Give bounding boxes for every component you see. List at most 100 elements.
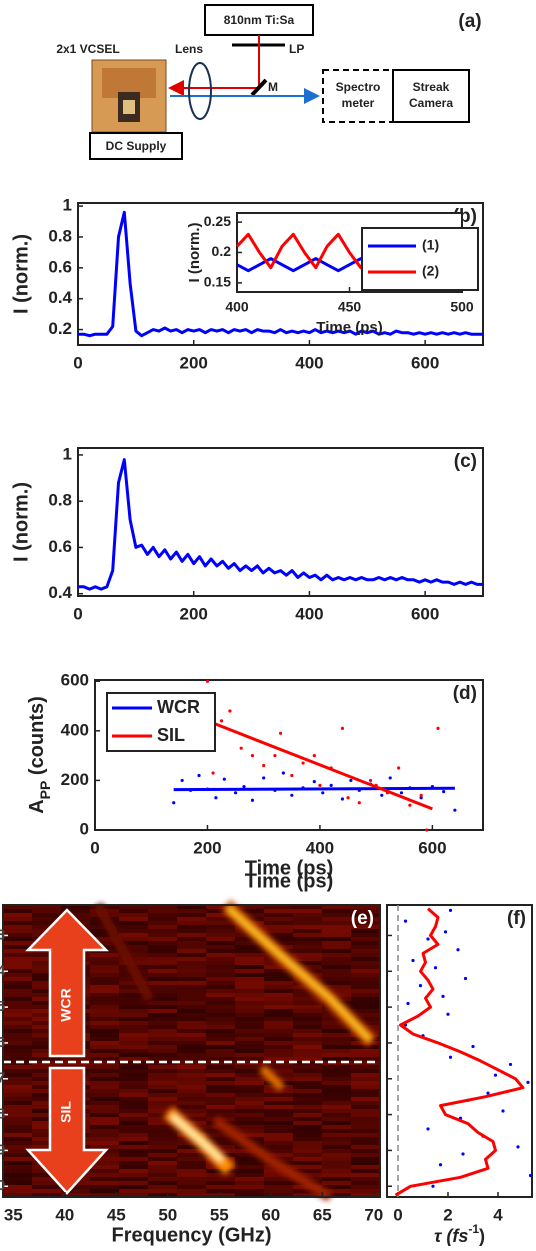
heatmap-cell bbox=[61, 1193, 90, 1197]
point bbox=[197, 773, 201, 778]
heatmap-cell bbox=[322, 1113, 351, 1117]
heatmap-cell bbox=[293, 945, 322, 949]
panel-label: (a) bbox=[458, 11, 481, 32]
heatmap-cell bbox=[119, 1013, 148, 1017]
heatmap-cell bbox=[293, 1113, 322, 1117]
heatmap-cell bbox=[351, 1061, 380, 1065]
heatmap-cell bbox=[119, 949, 148, 953]
heatmap-cell bbox=[206, 1013, 235, 1017]
heatmap-cell bbox=[32, 961, 61, 965]
heatmap-cell bbox=[293, 1005, 322, 1009]
heatmap-cell bbox=[148, 1157, 177, 1161]
heatmap-cell bbox=[119, 953, 148, 957]
point bbox=[426, 1127, 430, 1131]
heatmap-cell bbox=[351, 989, 380, 993]
heatmap-cell bbox=[90, 1165, 119, 1169]
point bbox=[433, 966, 438, 970]
heatmap-cell bbox=[293, 1093, 322, 1097]
heatmap-cell bbox=[322, 1041, 351, 1045]
heatmap-cell bbox=[148, 977, 177, 981]
heatmap-cell bbox=[32, 1077, 61, 1081]
heatmap-cell bbox=[235, 1177, 264, 1181]
heatmap-cell bbox=[206, 1137, 235, 1141]
sil-arrow bbox=[25, 1066, 109, 1195]
heatmap-cell bbox=[119, 1021, 148, 1025]
heatmap-cell bbox=[3, 941, 32, 945]
heatmap-cell bbox=[90, 1153, 119, 1157]
heatmap-cell bbox=[90, 1069, 119, 1073]
heatmap-cell bbox=[206, 1069, 235, 1073]
x-tick-label: 400 bbox=[295, 604, 323, 623]
x-tick-label: 60 bbox=[261, 1205, 280, 1224]
heatmap-cell bbox=[90, 1133, 119, 1137]
heatmap-cell bbox=[148, 1129, 177, 1133]
heatmap-cell bbox=[351, 1081, 380, 1085]
vcsel-aperture bbox=[123, 100, 135, 114]
heatmap-cell bbox=[32, 1105, 61, 1109]
heatmap-cell bbox=[119, 945, 148, 949]
point bbox=[528, 1173, 533, 1178]
y-tick-label: 200 bbox=[61, 770, 89, 789]
heatmap-cell bbox=[90, 1105, 119, 1109]
heatmap-cell bbox=[206, 949, 235, 953]
heatmap-cell bbox=[351, 1129, 380, 1133]
heatmap-cell bbox=[3, 977, 32, 981]
heatmap-cell bbox=[206, 957, 235, 961]
heatmap-cell bbox=[235, 957, 264, 961]
heatmap-cell bbox=[148, 1057, 177, 1061]
heatmap-cell bbox=[235, 941, 264, 945]
heatmap-cell bbox=[32, 977, 61, 981]
heatmap-cell bbox=[148, 1193, 177, 1197]
heatmap-cell bbox=[322, 985, 351, 989]
heatmap-cell bbox=[206, 1193, 235, 1197]
heatmap-cell bbox=[3, 913, 32, 917]
heatmap-cell bbox=[177, 969, 206, 973]
heatmap-cell bbox=[3, 1077, 32, 1081]
x-axis-label: τ (fs-1) bbox=[434, 1222, 485, 1246]
panel-label: (e) bbox=[351, 908, 374, 929]
x-axis-label: Time (ps) bbox=[245, 870, 334, 892]
heatmap-cell bbox=[90, 1137, 119, 1141]
camera-box bbox=[392, 69, 470, 123]
y-axis-label-part: PP bbox=[37, 781, 53, 800]
heatmap-cell bbox=[351, 1157, 380, 1161]
y-tick-label: 0 bbox=[80, 819, 89, 838]
heatmap-cell bbox=[351, 1009, 380, 1013]
heatmap-cell bbox=[206, 985, 235, 989]
heatmap-cell bbox=[90, 973, 119, 977]
setup-diagram: 810nm Ti:Sa (a) LP M Lens 2x1 VCSEL DC S… bbox=[56, 4, 482, 160]
heatmap-cell bbox=[148, 949, 177, 953]
mirror bbox=[250, 78, 268, 97]
heatmap-cell bbox=[3, 1089, 32, 1093]
y-tick-label: 8 bbox=[0, 1106, 5, 1123]
heatmap-cell bbox=[206, 1001, 235, 1005]
heatmap-cell bbox=[177, 1065, 206, 1069]
heatmap-cell bbox=[177, 1069, 206, 1073]
heatmap-cell bbox=[206, 1141, 235, 1145]
heatmap-cell bbox=[322, 1033, 351, 1037]
x-tick-label: 0 bbox=[73, 604, 82, 623]
x-tick-label: 45 bbox=[107, 1205, 126, 1224]
point bbox=[388, 776, 392, 780]
x-tick-label: 200 bbox=[193, 838, 221, 857]
heatmap-cell bbox=[235, 1009, 264, 1013]
heatmap-cell bbox=[293, 1105, 322, 1109]
heatmap-cell bbox=[264, 929, 293, 933]
point bbox=[278, 731, 283, 735]
heatmap-cell bbox=[293, 993, 322, 997]
heatmap-cell bbox=[32, 993, 61, 997]
heatmap-cell bbox=[177, 921, 206, 925]
point bbox=[419, 796, 423, 800]
heatmap-cell bbox=[177, 1013, 206, 1017]
heatmap-cell bbox=[235, 981, 264, 985]
heatmap-cell bbox=[3, 1177, 32, 1181]
heatmap-cell bbox=[351, 965, 380, 969]
heatmap-cell bbox=[119, 1077, 148, 1081]
heatmap-cell bbox=[148, 997, 177, 1001]
heatmap-cell bbox=[293, 1141, 322, 1145]
heatmap-cell bbox=[206, 1169, 235, 1173]
heatmap-cell bbox=[206, 1189, 235, 1193]
heatmap-cell bbox=[235, 1053, 264, 1057]
heatmap-cell bbox=[90, 989, 119, 993]
heatmap-cell bbox=[206, 905, 235, 909]
